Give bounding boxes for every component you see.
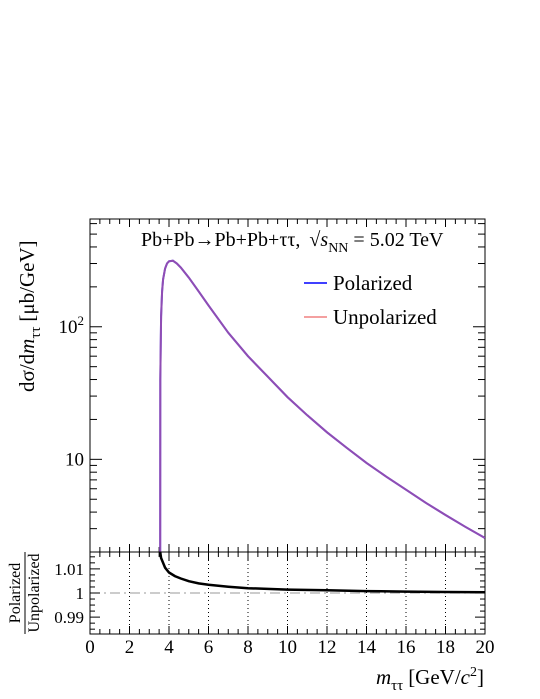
x-tick-label: 4 (164, 637, 174, 658)
ratio-series-group (158, 552, 485, 594)
x-tick-label: 2 (125, 637, 135, 658)
ratio-series-line (158, 552, 485, 594)
x-tick-label: 16 (397, 637, 416, 658)
x-tick-label: 20 (476, 637, 495, 658)
ratio-panel: 0.99 1 1.01 0 2 4 6 8 10 12 14 16 18 20 Polarized Un… (7, 551, 495, 694)
upper-series-group (159, 259, 485, 552)
x-tick-label: 0 (85, 637, 95, 658)
series-line-unpolarized (159, 259, 485, 552)
ratio-y-tick-label: 0.99 (54, 608, 84, 627)
x-tick-label: 10 (278, 637, 297, 658)
legend: Polarized Unpolarized (304, 271, 437, 329)
upper-y-tick-label: 10 (65, 449, 84, 470)
chart-title: Pb+Pb→Pb+Pb+ττ, √sNN = 5.02 TeV (141, 229, 444, 256)
ratio-tick-marks (89, 552, 486, 634)
x-tick-labels: 0 2 4 6 8 10 12 14 16 18 20 (85, 637, 494, 658)
legend-label-unpolarized: Unpolarized (333, 305, 437, 329)
x-tick-label: 14 (357, 637, 377, 658)
tick-exponent: 2 (78, 313, 85, 328)
legend-label-polarized: Polarized (333, 271, 413, 295)
tick-base: 10 (59, 317, 78, 338)
ratio-y-tick-label: 1 (76, 584, 85, 603)
x-tick-label: 18 (436, 637, 455, 658)
x-tick-label: 12 (318, 637, 337, 658)
x-axis-label: mττ [GeV/c2] (376, 665, 484, 694)
ratio-y-tick-label: 1.01 (54, 560, 84, 579)
x-tick-label: 6 (204, 637, 214, 658)
upper-y-tick-label: 102 (59, 313, 85, 338)
ratio-y-axis-label: Polarized Unpolarized (7, 552, 43, 634)
upper-y-axis-label: dσ/dmττ[μb/GeV] (15, 240, 44, 392)
ratio-y-denominator: Unpolarized (26, 553, 43, 632)
ratio-y-numerator: Polarized (7, 563, 24, 623)
ratio-y-tick-labels: 0.99 1 1.01 (54, 560, 84, 627)
x-tick-label: 8 (243, 637, 253, 658)
tick-base: 10 (65, 449, 84, 470)
